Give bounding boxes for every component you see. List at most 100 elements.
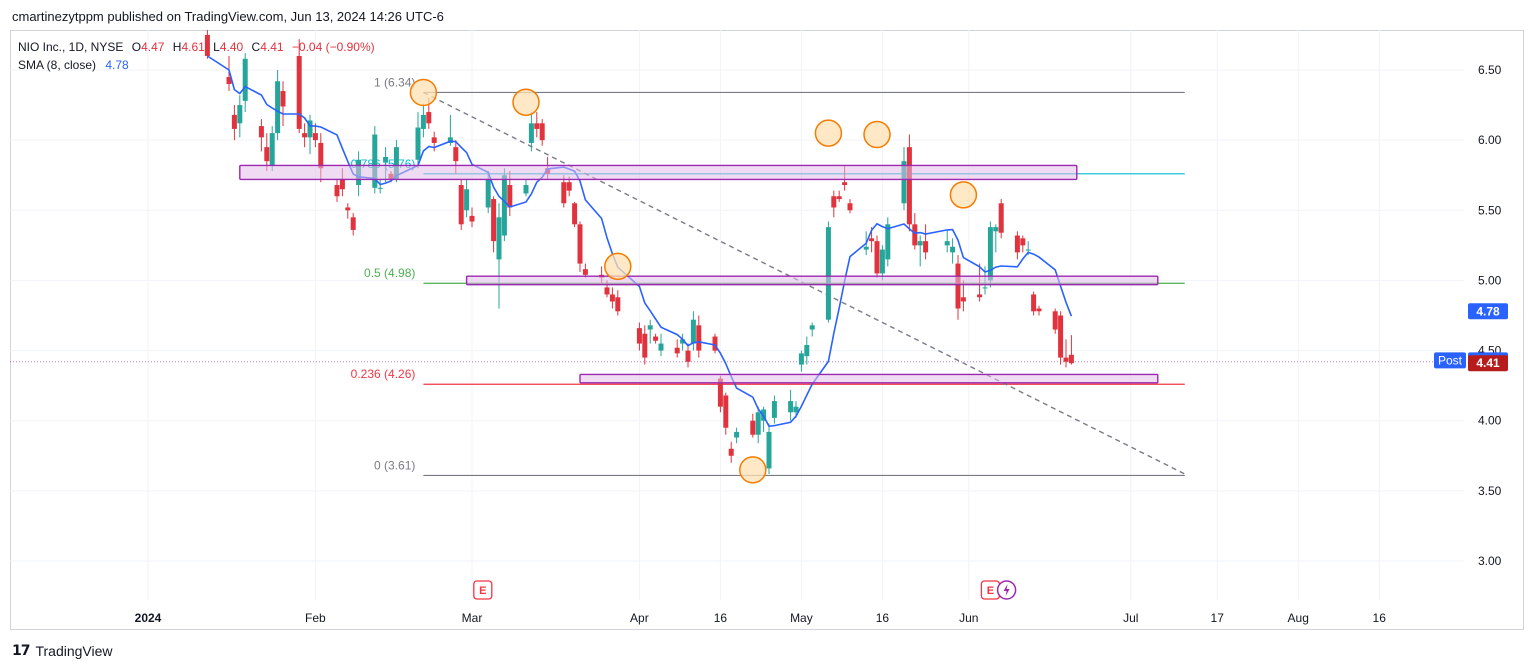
post-market-tag-text: Post bbox=[1438, 353, 1463, 367]
chart-legend: NIO Inc., 1D, NYSE O4.47 H4.61 L4.40 C4.… bbox=[18, 38, 375, 74]
grid bbox=[10, 30, 1464, 600]
candle-body bbox=[804, 344, 810, 357]
candle-body bbox=[636, 328, 642, 344]
candle-body bbox=[496, 217, 502, 260]
y-axis-tick-label: 3.50 bbox=[1478, 484, 1502, 498]
candle-body bbox=[793, 406, 799, 413]
footer-brand[interactable]: 17 TradingView bbox=[12, 643, 113, 659]
x-axis-tick-label: 16 bbox=[714, 611, 728, 625]
candle-body bbox=[420, 114, 426, 129]
candle-body bbox=[944, 241, 950, 246]
candle-body bbox=[690, 319, 696, 344]
candle-body bbox=[426, 112, 432, 124]
lightning-icon-bolt bbox=[1003, 584, 1010, 596]
candle-body bbox=[755, 412, 761, 435]
x-axis-tick-label: Feb bbox=[305, 611, 326, 625]
candle-body bbox=[345, 207, 351, 211]
candle-body bbox=[296, 55, 302, 129]
candle-body bbox=[917, 241, 923, 246]
candle-body bbox=[1063, 357, 1069, 362]
candle-body bbox=[788, 401, 794, 413]
candle-body bbox=[831, 196, 837, 208]
chart-frame bbox=[10, 30, 1524, 630]
fib-level-label: 1 (6.34) bbox=[374, 75, 415, 89]
candle-body bbox=[231, 114, 237, 129]
highlight-circle bbox=[863, 120, 891, 149]
x-axis-tick-label: Jun bbox=[959, 611, 978, 625]
candle-body bbox=[566, 182, 572, 191]
candle-body bbox=[1036, 308, 1042, 312]
candle-body bbox=[507, 185, 513, 208]
candle-body bbox=[269, 133, 275, 166]
candle-body bbox=[750, 420, 756, 435]
candle-body bbox=[912, 224, 918, 246]
legend-low-key: L bbox=[213, 40, 220, 54]
y-axis-tick-label: 5.00 bbox=[1478, 273, 1502, 287]
candle-body bbox=[204, 34, 210, 56]
x-axis-tick-label: Apr bbox=[630, 611, 649, 625]
y-axis-tick-label: 4.00 bbox=[1478, 414, 1502, 428]
candle-body bbox=[734, 431, 740, 438]
x-axis-tick-label: 16 bbox=[876, 611, 890, 625]
candle-body bbox=[491, 199, 497, 242]
candle-body bbox=[1020, 238, 1026, 246]
legend-close-key: C bbox=[251, 40, 261, 54]
highlight-circle bbox=[512, 88, 540, 117]
y-axis-tick-label: 3.00 bbox=[1478, 554, 1502, 568]
legend-sma-value: 4.78 bbox=[105, 58, 129, 72]
legend-sma-label[interactable]: SMA (8, close) bbox=[18, 58, 97, 72]
candle-body bbox=[280, 91, 286, 107]
candle-body bbox=[582, 269, 588, 275]
candle-body bbox=[458, 185, 464, 225]
fib-level-label: 0.5 (4.98) bbox=[364, 266, 415, 280]
candle-body bbox=[528, 123, 534, 143]
highlight-circle bbox=[814, 119, 843, 147]
candle-body bbox=[885, 224, 891, 260]
candle-body bbox=[771, 401, 777, 418]
candle-body bbox=[998, 203, 1004, 233]
x-axis-tick-label: Jul bbox=[1123, 611, 1138, 625]
candle-body bbox=[1025, 249, 1031, 251]
publisher-line: cmartinezytppm published on TradingView.… bbox=[12, 9, 444, 24]
y-axis-tick-label: 6.50 bbox=[1478, 63, 1502, 77]
candle-body bbox=[1014, 235, 1020, 253]
candle-body bbox=[647, 325, 653, 330]
earnings-icon-letter: E bbox=[479, 585, 486, 597]
candle-body bbox=[923, 241, 929, 253]
footer-brand-name: TradingView bbox=[35, 643, 113, 659]
candle-body bbox=[501, 175, 507, 236]
candle-body bbox=[766, 431, 772, 469]
price-label-text: 4.41 bbox=[1476, 356, 1500, 370]
legend-symbol[interactable]: NIO Inc., 1D, NYSE bbox=[18, 40, 124, 54]
candle-body bbox=[901, 161, 907, 204]
candle-body bbox=[642, 333, 648, 358]
candles bbox=[204, 30, 1074, 475]
candle-body bbox=[334, 185, 340, 197]
price-label-box bbox=[1468, 355, 1508, 372]
fib-level-label: 0 (3.61) bbox=[374, 458, 415, 472]
candle-body bbox=[350, 217, 356, 230]
post-market-tag bbox=[1434, 352, 1466, 369]
x-axis-tick-label: 17 bbox=[1211, 611, 1225, 625]
support-resistance-zone bbox=[239, 164, 1078, 181]
candle-body bbox=[993, 227, 999, 232]
candle-body bbox=[842, 182, 848, 186]
candle-body bbox=[869, 238, 875, 242]
candle-body bbox=[658, 343, 664, 351]
x-axis-tick-label: Aug bbox=[1288, 611, 1309, 625]
tradingview-logo-icon: 17 bbox=[12, 643, 31, 659]
highlight-circle bbox=[409, 78, 438, 107]
candle-body bbox=[431, 137, 437, 143]
x-axis-tick-label: Mar bbox=[462, 611, 483, 625]
candle-body bbox=[609, 294, 615, 302]
candle-body bbox=[847, 203, 853, 211]
candle-body bbox=[237, 105, 243, 124]
support-resistance-zone bbox=[465, 275, 1159, 286]
candle-body bbox=[1058, 315, 1064, 358]
support-resistance-zone bbox=[579, 373, 1159, 384]
earnings-icon-letter: E bbox=[987, 585, 994, 597]
candle-body bbox=[960, 297, 966, 302]
highlight-circle bbox=[604, 252, 632, 281]
candle-body bbox=[728, 448, 734, 456]
